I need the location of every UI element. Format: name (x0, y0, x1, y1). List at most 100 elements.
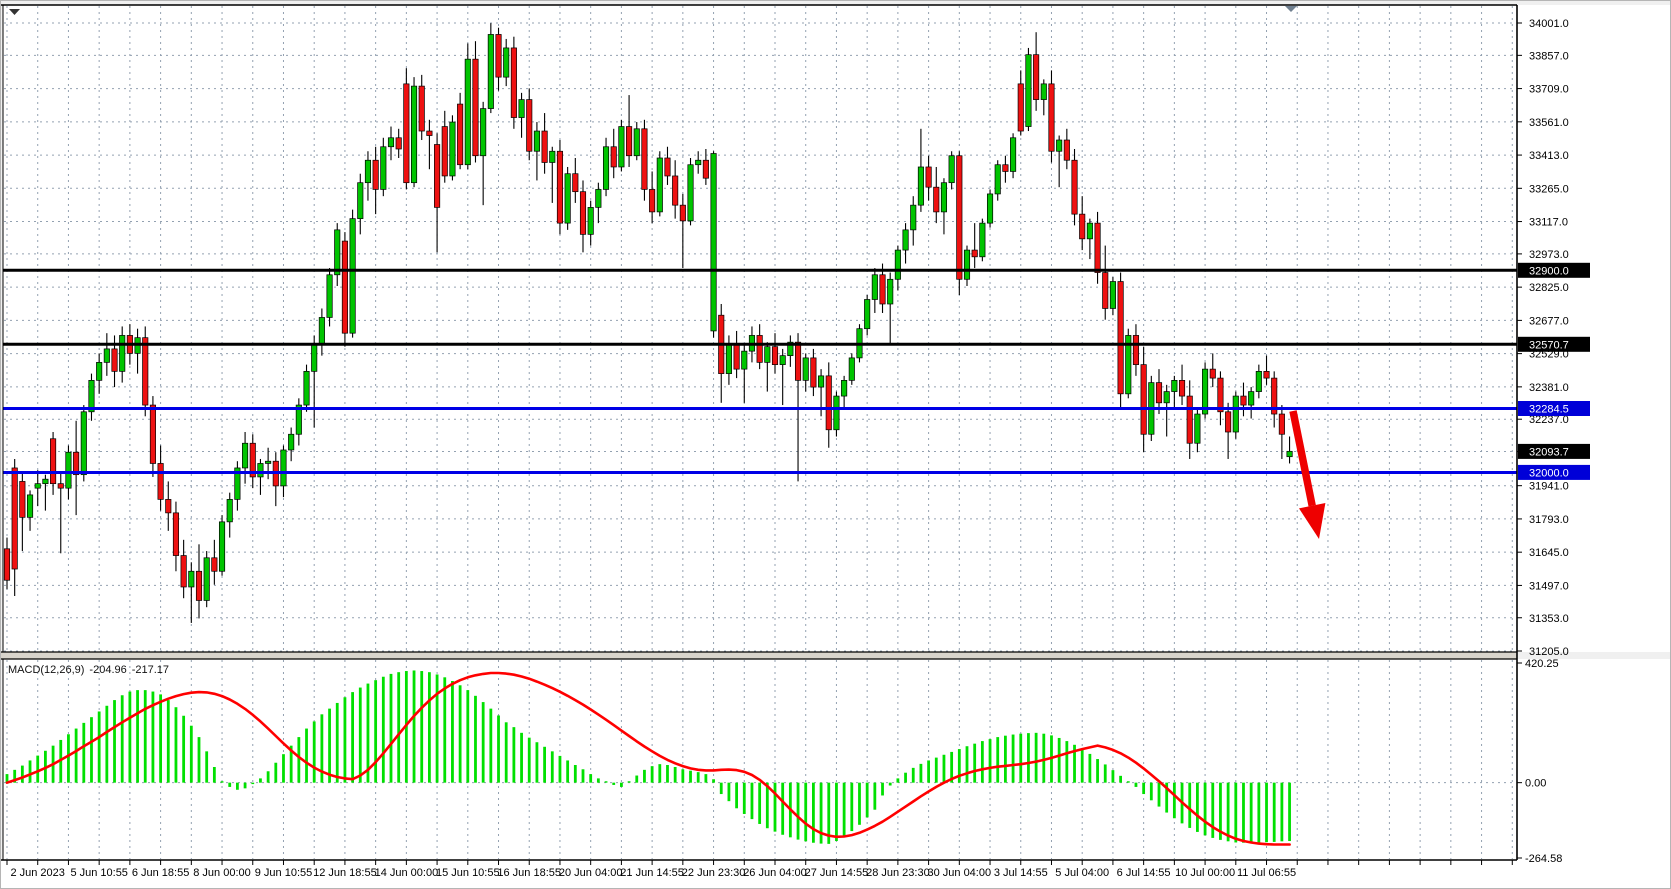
candle-body (65, 451, 72, 489)
candle-body (572, 173, 579, 193)
candle-body (349, 218, 356, 334)
candle-body (833, 395, 840, 431)
candle-body (3, 548, 11, 581)
panel-divider[interactable] (1, 652, 1517, 659)
candle-body (226, 499, 233, 523)
candle-body (802, 357, 809, 381)
candle-body (979, 222, 986, 258)
candle-body (57, 483, 64, 489)
price-panel-bg[interactable] (3, 5, 1671, 652)
svg-text:32093.7: 32093.7 (1529, 446, 1569, 458)
candle-body (218, 521, 226, 572)
candle-body (910, 204, 917, 231)
candle-body (1271, 377, 1278, 415)
candle-body (764, 346, 771, 363)
svg-text:33709.0: 33709.0 (1529, 84, 1569, 96)
svg-text:31205.0: 31205.0 (1529, 646, 1569, 658)
horizontal-line-objects[interactable] (3, 268, 1517, 474)
candle-body (180, 555, 187, 588)
candle-body (318, 317, 325, 345)
candle-body (334, 229, 341, 276)
svg-text:32677.0: 32677.0 (1529, 315, 1569, 327)
candle-body (249, 442, 256, 478)
candle-body (841, 380, 848, 397)
macd-header: MACD(12,26,9) -204.96 -217.17 (8, 664, 169, 676)
candle-body (971, 249, 978, 258)
candle-body (295, 404, 302, 435)
candle-body (579, 191, 587, 235)
candle-body (794, 341, 802, 381)
svg-text:31645.0: 31645.0 (1529, 547, 1569, 559)
svg-text:16 Jun 18:55: 16 Jun 18:55 (497, 867, 561, 879)
candle-body (234, 467, 241, 500)
candle-body (1232, 395, 1239, 433)
candle-body (372, 159, 379, 190)
candle-body (656, 157, 663, 213)
svg-text:20 Jun 04:00: 20 Jun 04:00 (559, 867, 623, 879)
svg-text:27 Jun 14:55: 27 Jun 14:55 (805, 867, 869, 879)
candle-body (96, 362, 103, 381)
candle-body (956, 155, 963, 280)
candle-body (1286, 450, 1293, 458)
candle-body (149, 404, 156, 464)
candle-body (864, 299, 871, 330)
candle-body (418, 85, 425, 132)
time-axis-labels[interactable]: 2 Jun 2023 5 Jun 10:55 6 Jun 18:55 8 Jun 00… (10, 867, 1296, 879)
candle-body (818, 375, 825, 388)
candle-body (1171, 380, 1178, 392)
candle-body (1202, 368, 1209, 415)
candle-body (426, 130, 433, 136)
svg-text:8 Jun 00:00: 8 Jun 00:00 (193, 867, 251, 879)
candle-body (787, 341, 794, 357)
candle-body (1125, 335, 1132, 395)
svg-text:11 Jul 06:55: 11 Jul 06:55 (1237, 867, 1296, 879)
candle-body (871, 274, 878, 300)
candle-body (11, 467, 18, 570)
candle-body (364, 159, 372, 184)
candle-body (902, 229, 909, 251)
candle-body (34, 483, 41, 489)
candle-body (595, 189, 602, 208)
candle-body (1217, 377, 1224, 413)
candle-body (387, 137, 395, 148)
candle-body (925, 166, 932, 188)
svg-text:6 Jun 18:55: 6 Jun 18:55 (132, 867, 190, 879)
candle-body (395, 137, 402, 150)
candle-body (710, 153, 717, 332)
candle-body (1225, 411, 1232, 433)
svg-text:32000.0: 32000.0 (1529, 467, 1569, 479)
candle-body (1194, 413, 1201, 444)
candle-body (195, 570, 203, 601)
svg-text:32381.0: 32381.0 (1529, 382, 1569, 394)
candle-body (242, 442, 249, 469)
candle-body (203, 557, 210, 601)
candle-body (26, 494, 34, 518)
price-axis-labels[interactable]: 34001.0 33857.0 33709.0 33561.0 33413.0 33265… (1517, 18, 1569, 658)
candle-body (679, 204, 686, 222)
candle-body (564, 173, 571, 224)
candle-body (211, 557, 218, 572)
symbol-dropdown-icon[interactable]: JPN225-,H432180.832225.532070.732093.7 (9, 9, 20, 15)
candle-body (142, 337, 149, 406)
candle-body (602, 146, 610, 190)
time-axis-bg[interactable] (1, 860, 1671, 889)
svg-text:32973.0: 32973.0 (1529, 249, 1569, 261)
candle-body (756, 335, 763, 363)
candle-body (1248, 391, 1255, 406)
candle-body (1025, 54, 1032, 127)
svg-text:31497.0: 31497.0 (1529, 580, 1569, 592)
arrow-annotation[interactable] (1289, 410, 1326, 539)
candle-body (1040, 83, 1047, 100)
macd-axis-labels[interactable]: 420.25 0.00 -264.58 (1517, 658, 1562, 865)
candle-body (1155, 382, 1163, 404)
candle-body (257, 463, 264, 478)
candle-body (549, 150, 556, 163)
candle-body (503, 47, 510, 78)
candle-body (341, 240, 348, 334)
svg-text:10 Jul 00:00: 10 Jul 00:00 (1175, 867, 1235, 879)
candle-body (1132, 335, 1140, 365)
candle-body (1079, 213, 1086, 240)
